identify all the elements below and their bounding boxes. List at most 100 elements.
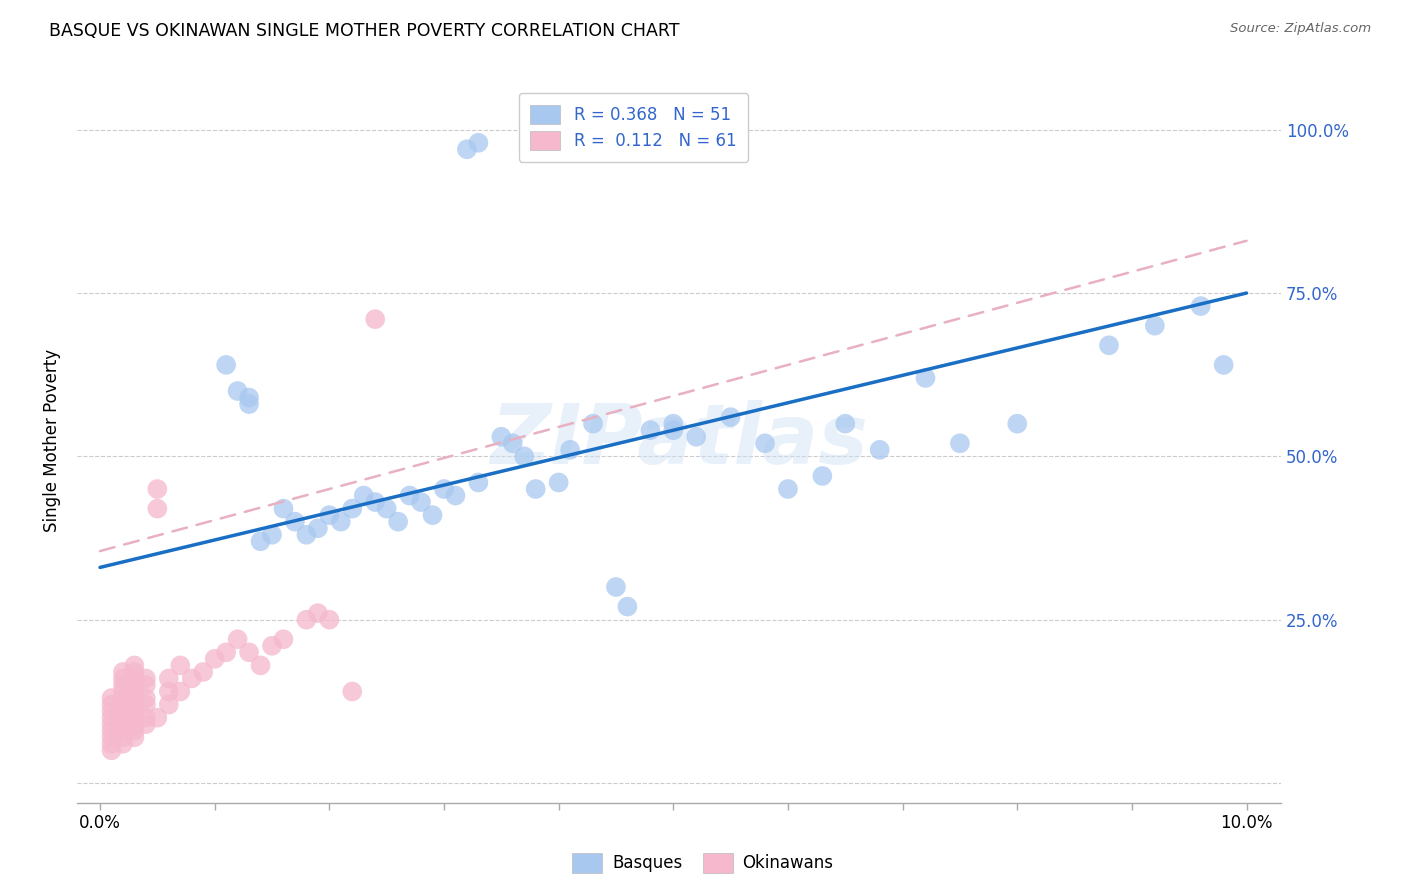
Point — [260, 639, 283, 653]
Point — [111, 698, 134, 712]
Point — [124, 723, 146, 738]
Point — [640, 423, 662, 437]
Point — [100, 711, 122, 725]
Point — [124, 717, 146, 731]
Point — [869, 442, 891, 457]
Point — [467, 136, 489, 150]
Point — [100, 691, 122, 706]
Point — [204, 652, 226, 666]
Point — [249, 658, 271, 673]
Point — [342, 684, 364, 698]
Point — [215, 358, 238, 372]
Point — [238, 397, 260, 411]
Point — [111, 672, 134, 686]
Point — [226, 632, 249, 647]
Point — [295, 527, 318, 541]
Point — [318, 613, 340, 627]
Point — [226, 384, 249, 398]
Point — [146, 711, 169, 725]
Point — [616, 599, 638, 614]
Point — [100, 737, 122, 751]
Point — [491, 430, 513, 444]
Point — [135, 698, 157, 712]
Point — [111, 711, 134, 725]
Point — [342, 501, 364, 516]
Point — [157, 684, 180, 698]
Point — [662, 423, 685, 437]
Point — [364, 495, 387, 509]
Point — [1007, 417, 1029, 431]
Point — [111, 704, 134, 718]
Point — [238, 645, 260, 659]
Point — [100, 723, 122, 738]
Point — [180, 672, 202, 686]
Point — [111, 691, 134, 706]
Point — [1189, 299, 1212, 313]
Point — [124, 665, 146, 679]
Text: BASQUE VS OKINAWAN SINGLE MOTHER POVERTY CORRELATION CHART: BASQUE VS OKINAWAN SINGLE MOTHER POVERTY… — [49, 22, 679, 40]
Point — [169, 658, 191, 673]
Point — [456, 142, 478, 156]
Point — [353, 489, 375, 503]
Point — [811, 469, 834, 483]
Point — [100, 731, 122, 745]
Point — [513, 450, 536, 464]
Point — [124, 691, 146, 706]
Point — [124, 684, 146, 698]
Point — [524, 482, 547, 496]
Point — [754, 436, 776, 450]
Point — [100, 743, 122, 757]
Point — [146, 482, 169, 496]
Point — [249, 534, 271, 549]
Point — [307, 606, 329, 620]
Point — [1143, 318, 1166, 333]
Point — [111, 678, 134, 692]
Point — [502, 436, 524, 450]
Point — [111, 737, 134, 751]
Point — [547, 475, 569, 490]
Point — [124, 711, 146, 725]
Point — [422, 508, 444, 523]
Point — [273, 632, 295, 647]
Point — [949, 436, 972, 450]
Point — [720, 410, 742, 425]
Point — [582, 417, 605, 431]
Point — [558, 442, 581, 457]
Point — [157, 698, 180, 712]
Point — [260, 527, 283, 541]
Point — [215, 645, 238, 659]
Point — [124, 658, 146, 673]
Text: ZIPatlas: ZIPatlas — [491, 400, 868, 481]
Point — [662, 417, 685, 431]
Point — [111, 717, 134, 731]
Point — [375, 501, 398, 516]
Point — [135, 691, 157, 706]
Text: Source: ZipAtlas.com: Source: ZipAtlas.com — [1230, 22, 1371, 36]
Point — [135, 672, 157, 686]
Point — [124, 672, 146, 686]
Point — [124, 731, 146, 745]
Point — [387, 515, 409, 529]
Point — [467, 475, 489, 490]
Point — [329, 515, 352, 529]
Point — [605, 580, 627, 594]
Point — [318, 508, 340, 523]
Point — [409, 495, 432, 509]
Point — [157, 672, 180, 686]
Point — [238, 391, 260, 405]
Point — [135, 678, 157, 692]
Point — [307, 521, 329, 535]
Point — [1212, 358, 1234, 372]
Point — [398, 489, 420, 503]
Point — [111, 684, 134, 698]
Point — [776, 482, 799, 496]
Point — [100, 698, 122, 712]
Point — [284, 515, 307, 529]
Point — [273, 501, 295, 516]
Point — [111, 665, 134, 679]
Point — [193, 665, 215, 679]
Point — [834, 417, 856, 431]
Point — [295, 613, 318, 627]
Legend: R = 0.368   N = 51, R =  0.112   N = 61: R = 0.368 N = 51, R = 0.112 N = 61 — [519, 93, 748, 161]
Point — [433, 482, 456, 496]
